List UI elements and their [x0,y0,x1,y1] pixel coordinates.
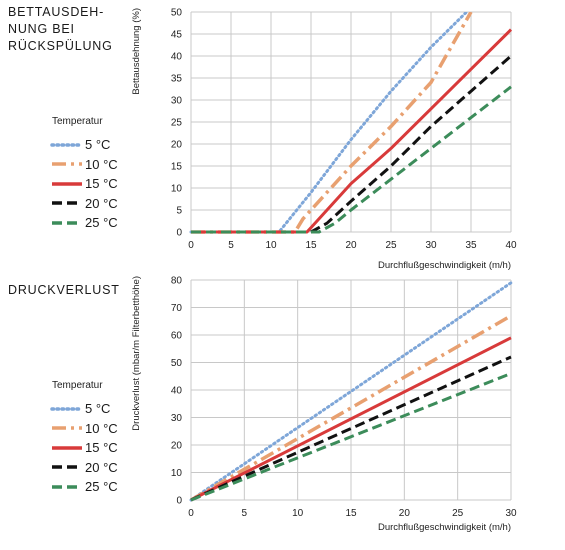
chart2-title-line: DRUCKVERLUST [8,283,120,297]
x-tick-label: 15 [305,240,317,251]
y-tick-label: 25 [171,118,183,129]
y-tick-label: 40 [171,386,183,397]
legend-item: 25 °C [50,213,118,233]
legend-swatch [52,201,82,205]
x-tick-label: 10 [292,508,304,519]
y-axis-label: Druckverlust (mbar/m Filterbetthöhe) [131,276,142,431]
y-tick-label: 10 [171,184,183,195]
x-tick-label: 20 [345,240,357,251]
y-tick-label: 50 [171,8,183,19]
y-tick-label: 40 [171,52,183,63]
y-tick-label: 60 [171,331,183,342]
legend-title: Temperatur [52,380,103,391]
legend-swatch [52,426,82,430]
y-tick-label: 30 [171,413,183,424]
legend-item: 10 °C [50,419,118,439]
legend-swatch [50,407,84,411]
y-tick-label: 10 [171,468,183,479]
legend-swatch [50,143,84,147]
legend-label: 25 °C [85,479,118,495]
legend-swatch [52,221,82,225]
x-tick-label: 30 [425,240,437,251]
y-tick-label: 20 [171,140,183,151]
legend-swatch [52,465,82,469]
x-tick-label: 35 [465,240,477,251]
x-tick-label: 25 [452,508,464,519]
x-axis-label: Durchflußgeschwindigkeit (m/h) [378,522,511,533]
x-tick-label: 5 [242,508,248,519]
legend-label: 10 °C [85,156,118,172]
chart1-legend: Temperatur 5 °C 10 °C 15 °C 20 °C 25 °C [50,116,118,233]
chart2: 0 5 10 15 20 25 30 0 10 20 30 40 50 60 70 80 Durchflußge… [131,276,517,534]
y-tick-label: 20 [171,441,183,452]
legend-item: 20 °C [50,194,118,214]
legend-label: 5 °C [85,401,111,417]
legend-item: 20 °C [50,458,118,478]
y-tick-label: 30 [171,96,183,107]
legend-item: 10 °C [50,155,118,175]
y-tick-label: 45 [171,30,183,41]
y-tick-label: 5 [176,206,182,217]
legend-swatch [52,182,82,186]
legend-item: 25 °C [50,477,118,497]
legend-label: 20 °C [85,459,118,475]
chart1: 0 5 10 15 20 25 30 35 40 0 5 10 15 20 25 30 35 40 45 50 Durc… [131,8,517,272]
legend-item: 15 °C [50,438,118,458]
legend-item: 5 °C [50,135,118,155]
x-tick-label: 30 [505,508,517,519]
legend-label: 10 °C [85,420,118,436]
x-tick-label: 5 [228,240,234,251]
legend-swatch [52,485,82,489]
series-line-10c [191,12,473,234]
x-tick-label: 0 [188,240,194,251]
series-line-15c [190,336,512,502]
legend-label: 15 °C [85,440,118,456]
chart2-legend: Temperatur 5 °C 10 °C 15 °C 20 °C 25 °C [50,380,118,497]
y-tick-label: 35 [171,74,183,85]
x-axis-label: Durchflußgeschwindigkeit (m/h) [378,260,511,271]
chart1-title-line: NUNG BEI [8,22,75,36]
y-tick-label: 0 [176,496,182,507]
x-tick-label: 0 [188,508,194,519]
series-line-15c [191,28,513,234]
series-line-5c [189,281,513,502]
legend-label: 20 °C [85,195,118,211]
series-line-25c [190,372,512,502]
y-tick-label: 80 [171,276,183,287]
legend-label: 15 °C [85,176,118,192]
legend-item: 15 °C [50,174,118,194]
series-line-5c [189,12,469,234]
y-tick-label: 50 [171,358,183,369]
legend-swatch [52,162,82,166]
chart1-title: BETTAUSDEH- NUNG BEI RÜCKSPÜLUNG [8,4,113,55]
series-line-10c [190,314,512,502]
x-tick-label: 40 [505,240,517,251]
x-tick-label: 15 [345,508,357,519]
y-tick-label: 0 [176,228,182,239]
series-group [189,281,513,502]
y-tick-label: 15 [171,162,183,173]
chart1-title-line: BETTAUSDEH- [8,5,105,19]
series-group [189,12,513,234]
x-tick-label: 10 [265,240,277,251]
legend-swatch [52,446,82,450]
legend-title: Temperatur [52,116,103,127]
y-axis-label: Bettausdehnung (%) [131,8,142,95]
chart1-title-line: RÜCKSPÜLUNG [8,39,113,53]
y-tick-label: 70 [171,303,183,314]
legend-label: 5 °C [85,137,111,153]
legend-label: 25 °C [85,215,118,231]
x-tick-label: 25 [385,240,397,251]
chart2-title: DRUCKVERLUST [8,282,120,299]
x-tick-label: 20 [399,508,411,519]
series-line-20c [190,355,512,502]
legend-item: 5 °C [50,399,118,419]
